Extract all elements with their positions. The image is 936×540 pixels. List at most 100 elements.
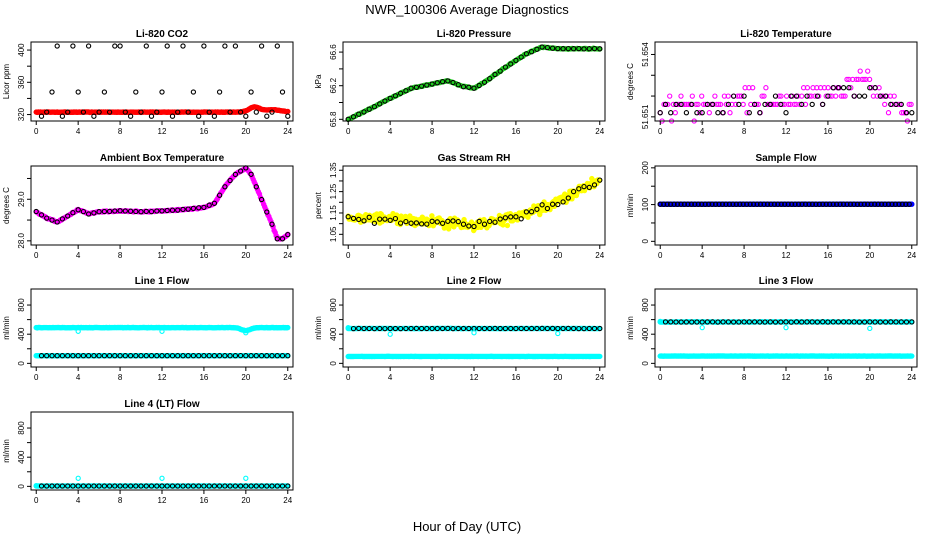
x-tick-label: 12	[158, 251, 167, 260]
plot-area	[33, 165, 291, 242]
x-tick-label: 0	[34, 127, 39, 136]
data-point	[49, 89, 55, 95]
series-pressure-avg-	[345, 44, 603, 122]
x-tick-label: 12	[782, 373, 791, 382]
series-box-temperature-avg-	[33, 165, 291, 242]
data-point	[678, 93, 684, 99]
data-point	[539, 44, 545, 50]
x-tick-label: 24	[283, 127, 292, 136]
data-point	[885, 110, 892, 116]
data-point	[560, 46, 566, 52]
x-tick-label: 24	[907, 251, 916, 260]
data-point	[159, 208, 165, 214]
x-tick-label: 4	[76, 496, 81, 505]
chart-panel-10: Line 4 (LT) Flow ml/min 0 4 8 12 16 20 24 0 400 800	[2, 399, 294, 505]
plot-area	[657, 318, 915, 359]
data-point	[657, 110, 663, 116]
chart-panel-1: Li-820 CO2 Licor ppm 0 4 8 12 16 20 24 320 360 400	[2, 29, 294, 136]
y-tick-label: 400	[17, 450, 26, 464]
x-tick-label: 12	[782, 127, 791, 136]
data-point	[65, 213, 71, 219]
chart-panel-4: Ambient Box Temperature degrees C 0 4 8 12 16 2…	[2, 153, 294, 260]
data-point	[117, 208, 123, 214]
data-point	[434, 80, 440, 86]
data-point	[439, 79, 446, 85]
data-point	[85, 211, 92, 217]
data-point	[799, 101, 805, 108]
data-point	[736, 101, 742, 108]
data-point	[759, 93, 765, 99]
y-tick-label: 400	[17, 43, 26, 57]
x-tick-label: 4	[700, 251, 705, 260]
data-point	[175, 109, 181, 115]
plot-frame	[342, 41, 606, 122]
data-point	[159, 89, 165, 95]
data-point	[387, 95, 393, 101]
data-point	[264, 113, 270, 119]
data-point	[825, 85, 831, 91]
data-point	[549, 45, 556, 51]
data-point	[75, 89, 81, 95]
chart-panel-8: Line 2 Flow ml/min 0 4 8 12 16 20 24 0 400 800	[314, 276, 606, 382]
data-point	[689, 93, 695, 99]
data-point	[761, 93, 767, 99]
data-point	[555, 330, 561, 337]
data-point	[867, 85, 873, 91]
y-axis-label: degrees C	[626, 63, 635, 100]
data-point	[903, 110, 910, 116]
plot-area	[657, 68, 915, 124]
x-tick-label: 8	[118, 496, 123, 505]
x-tick-label: 12	[782, 251, 791, 260]
data-point	[497, 68, 503, 74]
data-point	[148, 208, 155, 215]
data-point	[201, 43, 207, 49]
figure-xlabel: Hour of Day (UTC)	[413, 519, 521, 534]
x-tick-label: 8	[430, 251, 435, 260]
x-tick-label: 12	[158, 127, 167, 136]
series-pressure-raw-	[345, 44, 603, 123]
x-tick-label: 0	[34, 373, 39, 382]
x-tick-label: 4	[388, 373, 393, 382]
data-point	[279, 89, 286, 95]
x-tick-label: 20	[865, 127, 874, 136]
data-point	[248, 89, 254, 95]
x-tick-label: 20	[553, 127, 562, 136]
data-point	[725, 93, 731, 99]
data-point	[185, 109, 191, 115]
x-tick-label: 24	[595, 251, 604, 260]
data-point	[746, 110, 752, 116]
x-tick-label: 24	[907, 373, 916, 382]
x-tick-label: 20	[553, 251, 562, 260]
data-point	[799, 93, 805, 99]
data-point	[825, 93, 831, 99]
data-point	[75, 207, 81, 213]
data-point	[216, 89, 223, 95]
data-point	[908, 101, 914, 108]
data-point	[248, 171, 254, 177]
y-axis-label: ml/min	[626, 316, 635, 340]
data-point	[190, 89, 197, 95]
data-point	[169, 113, 176, 119]
data-point	[665, 101, 671, 108]
plot-frame	[654, 41, 918, 122]
data-point	[778, 101, 784, 108]
data-point	[127, 208, 134, 214]
data-point	[387, 331, 393, 337]
y-tick-label: 400	[329, 327, 338, 341]
data-point	[392, 93, 399, 99]
x-tick-label: 8	[742, 251, 747, 260]
chart-panel-2: Li-820 Pressure kPa 0 4 8 12 16 20 24 65.8 66.2 66.…	[314, 29, 606, 136]
data-point	[827, 93, 833, 99]
data-point	[274, 236, 280, 242]
y-axis-label: ml/min	[626, 194, 635, 218]
data-point	[857, 68, 863, 74]
panel-title: Line 4 (LT) Flow	[124, 399, 200, 410]
x-tick-label: 4	[700, 373, 705, 382]
data-point	[96, 209, 102, 215]
y-tick-label: 400	[17, 327, 26, 341]
x-tick-label: 4	[76, 127, 81, 136]
data-point	[91, 210, 97, 216]
chart-panel-6: Sample Flow ml/min 0 4 8 12 16 20 24 0 100 200	[626, 153, 918, 260]
x-tick-label: 16	[823, 373, 832, 382]
